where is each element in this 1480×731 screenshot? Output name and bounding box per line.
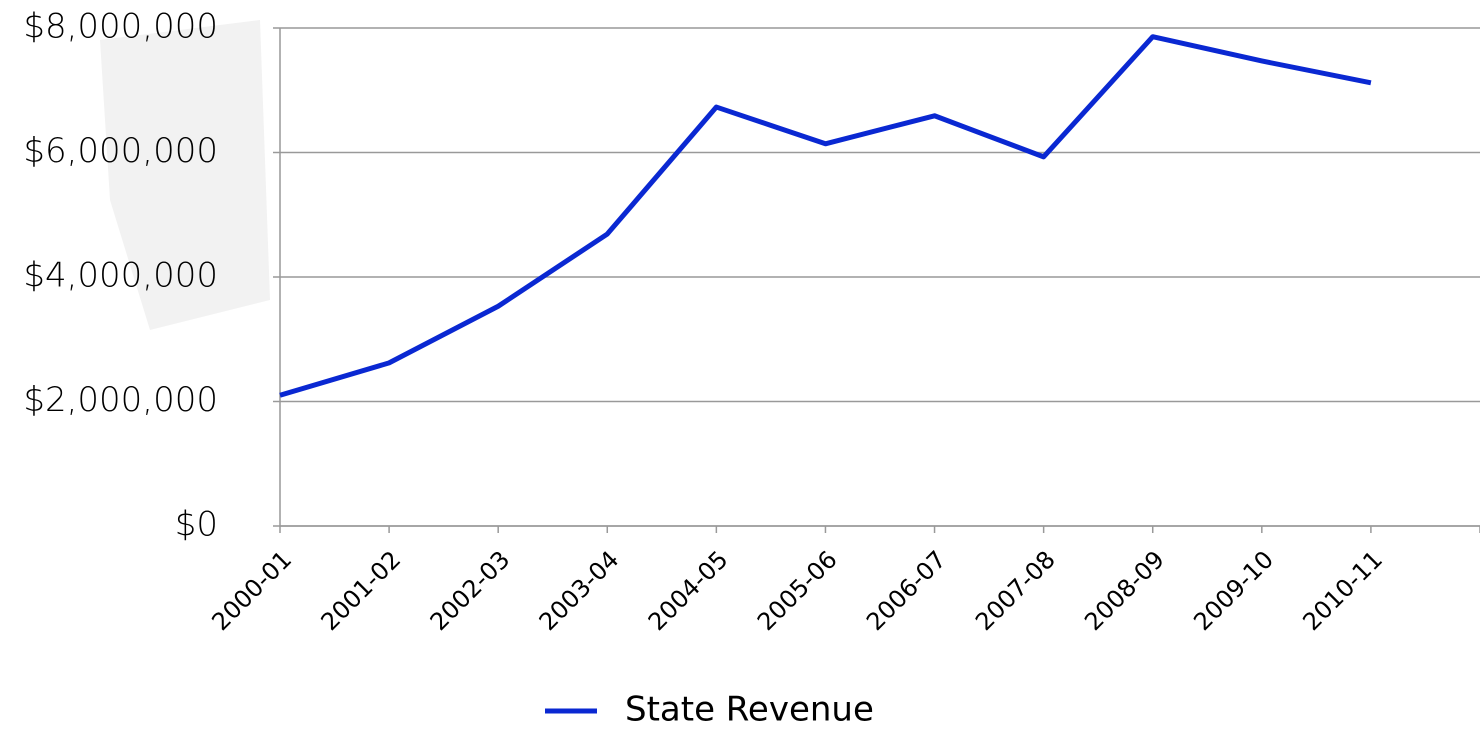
x-tick-label: 2005-06: [752, 545, 843, 636]
y-tick-label: $6,000,000: [23, 131, 218, 171]
x-tick-label: 2010-11: [1297, 545, 1388, 636]
x-tick-label: 2003-04: [534, 545, 625, 636]
x-tick-label: 2008-09: [1079, 545, 1170, 636]
x-tick-label: 2006-07: [861, 545, 952, 636]
x-tick-label: 2007-08: [970, 545, 1061, 636]
background-map: [100, 20, 270, 330]
series-line: [279, 34, 1372, 398]
legend-label: State Revenue: [625, 690, 874, 730]
x-tick-label: 2002-03: [425, 545, 516, 636]
y-tick-label: $0: [175, 505, 218, 545]
x-tick-label: 2001-02: [316, 545, 407, 636]
x-tick-label: 2004-05: [643, 545, 734, 636]
y-tick-label: $2,000,000: [23, 380, 218, 420]
y-tick-label: $8,000,000: [23, 7, 218, 47]
y-tick-label: $4,000,000: [23, 256, 218, 296]
x-tick-label: 2000-01: [206, 545, 297, 636]
x-tick-label: 2009-10: [1188, 545, 1279, 636]
